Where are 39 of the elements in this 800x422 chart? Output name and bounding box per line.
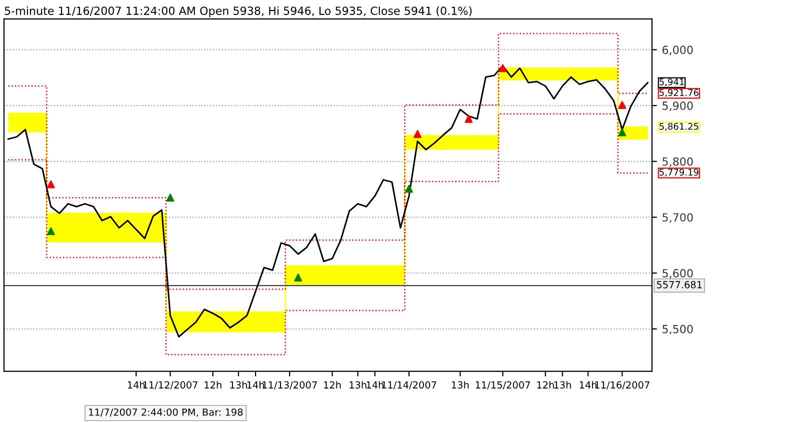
x-tick-label: 13h [452,381,469,389]
data-label: 5,779.19 [660,168,698,177]
point [464,114,473,123]
x-tick-label: 11/15/2007 [476,381,530,390]
point [618,101,626,109]
x-tick-label: 11/13/2007 [262,381,317,390]
chart-title: 5-minute 11/16/2007 11:24:00 AM Open 5938, Hi 5946, Lo 5935, Close 5941 (0.1%) [4,6,472,18]
text: 11/7/2007 2:44:00 PM, Bar: 198 [89,408,243,417]
x-tick-label: 14h [580,381,596,388]
x-tick-label: 14h [247,381,264,388]
point [414,130,422,138]
point [46,227,55,236]
y-tick-label: 5,500 [662,324,693,334]
y-tick-label: 6,000 [662,46,693,56]
x-tick-label: 12h [204,381,222,388]
data-label: 5,941 [660,78,684,86]
x-tick-label: 13h [230,381,247,389]
y-tick-label: 5,700 [662,213,693,223]
point [405,184,413,193]
y-tick-label: 5,800 [662,157,693,167]
point [294,274,302,282]
data-label: 5,921.76 [660,89,698,97]
point [618,128,626,136]
y-tick-label: 5,600 [662,269,693,279]
point [46,180,55,188]
x-tick-label: 13h [350,381,366,389]
y-tick-label: 5,900 [662,102,693,112]
x-tick-label: 12h [324,381,341,388]
x-tick-label: 11/16/2007 [595,381,650,390]
x-tick-label: 14h [366,381,384,388]
x-tick-label: 11/14/2007 [382,381,436,390]
x-tick-label: 11/12/2007 [143,381,198,390]
data-label: 5,861.25 [660,122,698,131]
ref-line-label: 5577.681 [656,281,702,288]
point [498,64,507,72]
x-tick-label: 14h [128,381,145,388]
x-tick-label: 12h [537,381,554,388]
x-tick-label: 13h [554,381,571,389]
point [166,194,174,202]
